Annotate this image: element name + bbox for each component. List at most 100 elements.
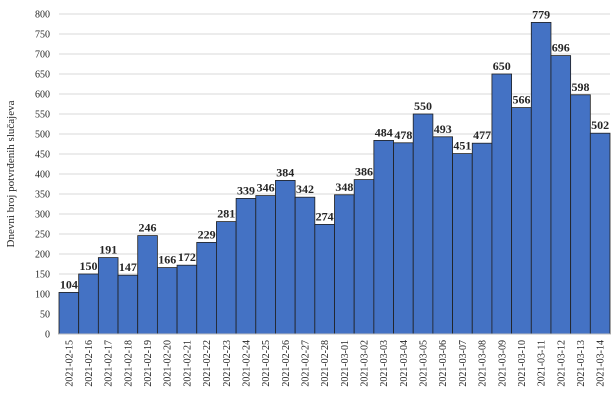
bar [471,142,493,335]
y-axis-label: Dnevni broj potvrđenih slučajeva [5,100,17,247]
bar [432,136,453,335]
bar [314,223,335,335]
bar [589,132,611,335]
data-label: 650 [493,59,511,73]
x-tick-label: 2021-02-25 [261,340,272,387]
bar [275,179,296,335]
y-axis-ticks: 0 50 100 150 200 250 300 350 400 450 500 550 600 650 7… [35,10,50,341]
data-label: 451 [453,139,471,153]
bar [393,142,414,335]
bar [412,113,434,335]
bar [294,196,316,335]
y-tick-label: 300 [35,210,50,221]
x-tick-label: 2021-02-15 [64,340,75,387]
data-label: 484 [375,125,393,139]
data-label: 550 [414,99,432,113]
y-tick-label: 350 [35,190,50,201]
y-tick-label: 250 [35,230,50,241]
data-label: 386 [355,165,373,179]
x-tick-label: 2021-03-10 [517,340,528,387]
x-tick-label: 2021-02-27 [300,340,311,387]
data-label: 779 [532,7,550,21]
data-label: 274 [316,209,334,223]
y-tick-label: 500 [35,130,50,141]
x-tick-label: 2021-03-08 [478,340,489,387]
data-label: 191 [99,243,117,257]
data-label: 172 [178,250,196,264]
data-label: 346 [257,181,275,195]
x-tick-label: 2021-03-13 [576,340,587,387]
y-tick-label: 200 [35,250,50,261]
data-label: 493 [434,122,452,136]
x-tick-label: 2021-03-09 [497,340,508,387]
x-tick-label: 2021-03-01 [340,340,351,387]
bar [373,139,394,335]
y-tick-label: 100 [35,290,50,301]
bar [235,197,257,335]
x-tick-label: 2021-02-26 [281,340,292,387]
bar [550,55,572,335]
data-label: 342 [296,182,314,196]
data-label: 348 [335,180,353,194]
bar [97,257,119,335]
x-tick-label: 2021-03-12 [556,340,567,387]
x-tick-label: 2021-03-06 [438,340,449,387]
bar [334,194,355,335]
data-label: 104 [60,277,78,291]
bar [216,221,237,335]
bar [137,235,158,335]
bar [156,267,178,335]
bar [511,107,532,335]
y-tick-label: 650 [35,70,50,81]
bar [78,273,99,335]
data-label: 696 [552,41,570,55]
x-tick-label: 2021-03-04 [399,340,410,387]
data-label: 150 [80,259,98,273]
x-tick-label: 2021-02-21 [182,340,193,387]
bar [452,153,473,335]
bar [353,179,375,335]
bar [255,195,276,335]
x-tick-label: 2021-02-20 [163,340,174,387]
x-tick-label: 2021-02-23 [222,340,233,387]
x-tick-label: 2021-02-17 [104,340,115,387]
data-label: 477 [473,128,491,142]
x-tick-label: 2021-03-07 [458,340,469,387]
data-label: 246 [139,221,157,235]
data-label: 478 [394,128,412,142]
x-tick-label: 2021-02-19 [143,340,154,387]
bar [570,94,591,335]
data-label: 229 [198,227,216,241]
x-tick-label: 2021-03-02 [360,340,371,387]
bars [58,21,611,335]
y-tick-label: 450 [35,150,50,161]
data-label: 147 [119,260,137,274]
x-tick-label: 2021-02-16 [84,340,95,387]
bar [196,241,217,335]
data-label: 502 [591,118,609,132]
x-tick-label: 2021-03-05 [419,340,430,387]
y-tick-label: 700 [35,50,50,61]
x-tick-label: 2021-03-14 [596,340,607,387]
x-axis-ticks: 2021-02-15 2021-02-16 2021-02-17 2021-02-18… [64,340,606,387]
data-label: 339 [237,183,255,197]
y-tick-label: 550 [35,110,50,121]
bar [117,274,139,335]
y-tick-label: 50 [40,310,50,321]
x-tick-label: 2021-02-28 [320,340,331,387]
x-tick-label: 2021-02-24 [241,340,252,387]
y-tick-label: 150 [35,270,50,281]
y-tick-label: 400 [35,170,50,181]
bar [491,73,513,335]
y-tick-label: 750 [35,30,50,41]
y-tick-label: 600 [35,90,50,101]
x-tick-label: 2021-02-18 [123,340,134,387]
data-label: 281 [217,207,235,221]
bar [58,291,80,335]
x-tick-label: 2021-03-03 [379,340,390,387]
data-label: 384 [276,165,294,179]
bar [176,264,198,335]
data-label: 598 [571,80,589,94]
